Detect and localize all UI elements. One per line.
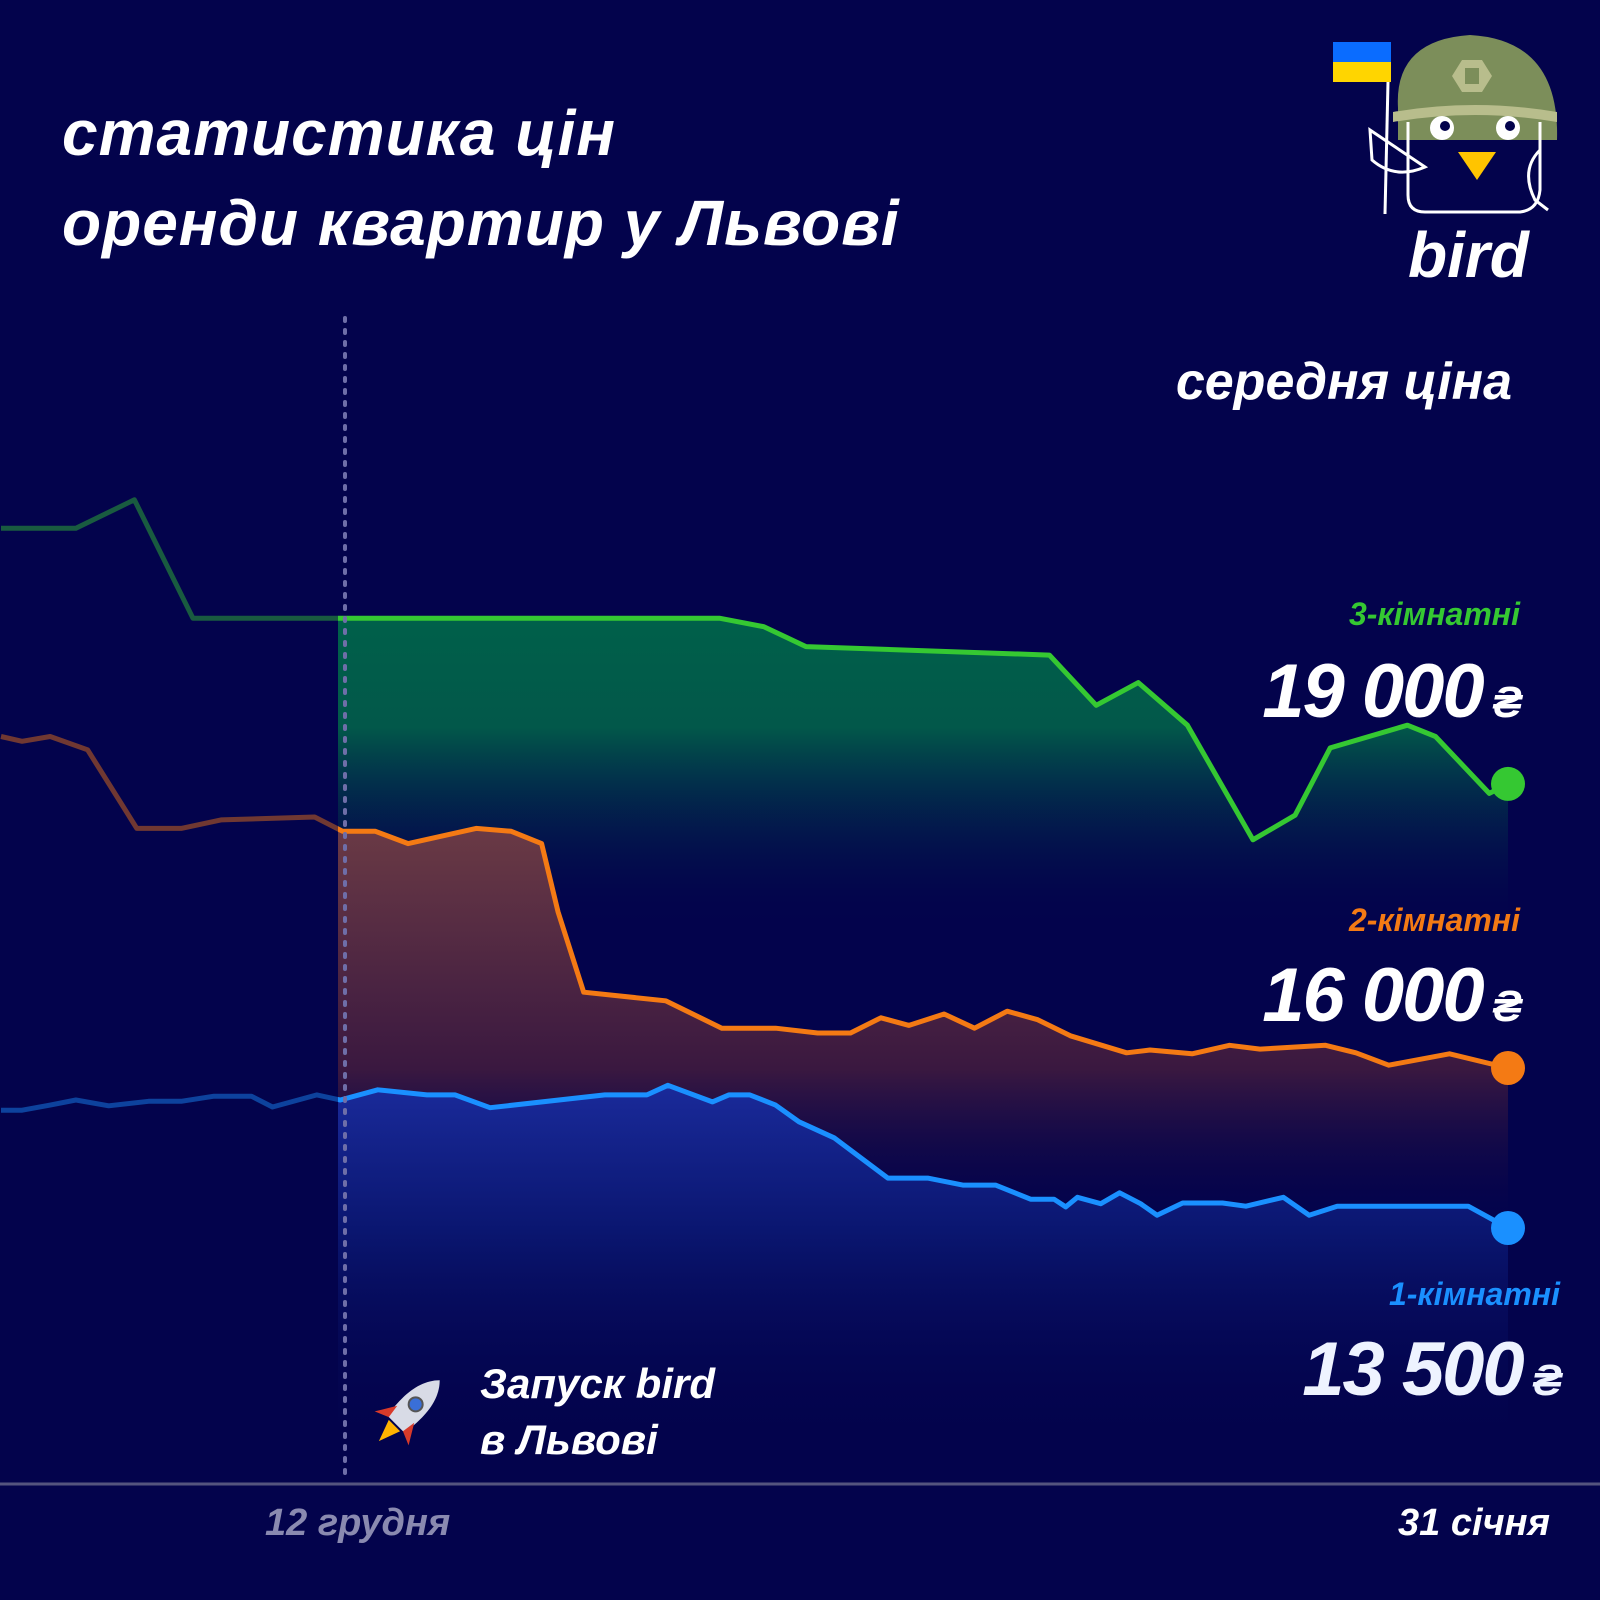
- title-line-2: оренди квартир у Львові: [62, 187, 900, 259]
- area-fill-1room: [338, 1085, 1508, 1455]
- series-line-3room-before-launch: [1, 497, 338, 621]
- series-label-2room: 2-кімнатні: [1348, 902, 1520, 938]
- x-tick-start: 12 грудня: [265, 1502, 451, 1544]
- currency-sign: ₴: [1532, 1356, 1562, 1405]
- value-number: 16 000: [1262, 953, 1484, 1038]
- series-line-1room-before-launch: [1, 1092, 338, 1113]
- currency-sign: ₴: [1492, 678, 1522, 727]
- end-point-3room: [1491, 766, 1525, 801]
- series-line-1room: [338, 1082, 1510, 1231]
- series-line-2room: [338, 825, 1509, 1071]
- logo-text: bird: [1408, 219, 1529, 291]
- series-value-2room: 16 000 ₴: [1262, 952, 1522, 1039]
- annotation-line-1: Запуск bird: [480, 1360, 715, 1407]
- series-value-1room: 13 500 ₴: [1302, 1326, 1562, 1413]
- value-number: 13 500: [1302, 1327, 1524, 1412]
- x-tick-end: 31 січня: [1398, 1502, 1550, 1544]
- end-point-2room: [1491, 1051, 1525, 1085]
- series-line-2room-before-launch: [0, 734, 338, 832]
- currency-sign: ₴: [1492, 982, 1522, 1031]
- rocket-icon: [374, 1380, 440, 1446]
- annotation-line-2: в Львові: [480, 1416, 658, 1463]
- bird-logo: [1333, 35, 1558, 215]
- launch-annotation: Запуск bird в Львові: [480, 1356, 715, 1468]
- series-value-3room: 19 000 ₴: [1262, 648, 1522, 735]
- title-line-1: статистика цін: [62, 97, 617, 169]
- chart-subtitle: середня ціна: [1175, 353, 1512, 411]
- page-title: статистика цін оренди квартир у Львові: [62, 88, 900, 268]
- series-line-3room: [338, 615, 1510, 843]
- series-label-1room: 1-кімнатні: [1388, 1276, 1560, 1312]
- value-number: 19 000: [1262, 649, 1484, 734]
- end-point-1room: [1491, 1211, 1525, 1245]
- series-label-3room: 3-кімнатні: [1348, 596, 1520, 632]
